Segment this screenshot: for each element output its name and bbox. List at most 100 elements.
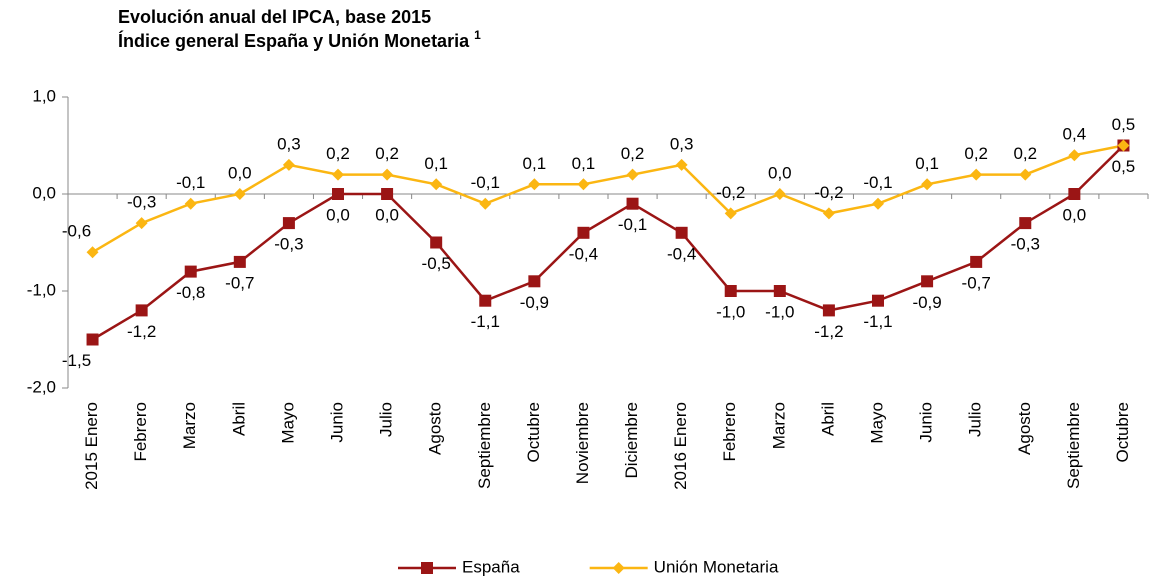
y-tick-label: -1,0 <box>27 280 56 299</box>
data-label: 0,2 <box>375 144 399 163</box>
marker <box>479 294 492 307</box>
marker <box>135 304 148 317</box>
x-tick-label: Agosto <box>1015 402 1034 455</box>
x-tick-label: Septiembre <box>475 402 494 489</box>
marker <box>430 236 443 249</box>
x-tick-label: Junio <box>917 402 936 443</box>
data-label: -0,8 <box>176 283 205 302</box>
x-tick-label: 2016 Enero <box>671 402 690 490</box>
x-tick-label: Mayo <box>278 402 297 444</box>
x-tick-label: Junio <box>327 402 346 443</box>
x-tick-label: 2015 Enero <box>82 402 101 490</box>
x-tick-label: Agosto <box>426 402 445 455</box>
marker <box>970 255 983 268</box>
data-label: -1,0 <box>716 302 745 321</box>
y-tick-label: 0,0 <box>32 183 56 202</box>
marker <box>872 294 884 307</box>
data-label: -0,1 <box>863 173 892 192</box>
data-label: -0,3 <box>1011 235 1040 254</box>
marker <box>233 255 246 268</box>
data-label: 0,1 <box>523 154 547 173</box>
x-tick-label: Abril <box>818 402 837 436</box>
marker <box>577 226 590 239</box>
marker <box>872 197 884 210</box>
data-label: 0,1 <box>915 154 939 173</box>
x-tick-label: Febrero <box>131 402 150 462</box>
marker <box>86 333 99 346</box>
data-label: -0,6 <box>62 222 91 241</box>
marker <box>970 168 983 181</box>
data-label: 0,0 <box>1063 205 1087 224</box>
data-label: -0,1 <box>176 173 205 192</box>
data-label: 0,2 <box>964 144 988 163</box>
data-label: 0,1 <box>424 154 448 173</box>
legend-label: España <box>462 557 520 576</box>
data-label: -0,1 <box>471 173 500 192</box>
legend-label: Unión Monetaria <box>654 557 779 576</box>
data-label: -0,3 <box>127 193 156 212</box>
marker <box>430 178 443 191</box>
y-tick-label: -2,0 <box>27 377 56 396</box>
marker <box>421 562 433 574</box>
series-line <box>91 144 1124 254</box>
marker <box>612 562 625 574</box>
x-tick-label: Mayo <box>867 402 886 444</box>
marker <box>1068 149 1081 162</box>
marker <box>773 285 786 297</box>
marker <box>1019 168 1032 181</box>
marker <box>86 246 99 259</box>
marker <box>479 197 492 210</box>
marker <box>921 178 934 191</box>
data-label: 0,2 <box>1013 144 1037 163</box>
marker <box>675 158 688 171</box>
marker <box>528 178 541 191</box>
marker <box>1068 188 1081 200</box>
data-label: 0,0 <box>768 163 792 182</box>
marker <box>675 226 688 239</box>
data-label: 0,5 <box>1112 157 1136 176</box>
marker <box>773 188 786 200</box>
data-label: 0,5 <box>1112 115 1136 134</box>
data-label: -0,3 <box>274 235 303 254</box>
data-label: -0,1 <box>618 215 647 234</box>
marker <box>1019 217 1032 230</box>
chart-title: Evolución anual del IPCA, base 2015 <box>118 7 431 27</box>
x-tick-label: Abril <box>229 402 248 436</box>
x-tick-label: Marzo <box>180 402 199 449</box>
x-tick-label: Julio <box>377 402 396 437</box>
data-label: -0,9 <box>520 293 549 312</box>
data-label: -0,2 <box>716 183 745 202</box>
data-label: -1,2 <box>127 322 156 341</box>
footnote-ref: 1 <box>474 28 481 42</box>
marker <box>577 178 590 191</box>
data-label: -1,5 <box>62 351 91 370</box>
data-label: -1,0 <box>765 302 794 321</box>
marker <box>724 285 737 297</box>
y-tick-label: 1,0 <box>32 86 56 105</box>
data-label: 0,3 <box>670 134 694 153</box>
data-label: 0,4 <box>1063 125 1087 144</box>
x-tick-label: Octubre <box>1113 402 1132 462</box>
marker <box>135 217 148 230</box>
x-tick-label: Diciembre <box>622 402 641 479</box>
marker <box>921 275 934 288</box>
marker <box>1117 139 1130 152</box>
marker <box>822 304 835 317</box>
data-label: 0,1 <box>572 154 596 173</box>
x-tick-label: Septiembre <box>1064 402 1083 489</box>
x-tick-label: Noviembre <box>573 402 592 484</box>
data-label: 0,2 <box>326 144 350 163</box>
marker <box>381 168 394 181</box>
marker <box>282 217 295 230</box>
data-label: 0,3 <box>277 134 301 153</box>
marker <box>184 265 197 278</box>
marker <box>282 158 295 171</box>
marker <box>332 188 344 200</box>
data-label: -0,2 <box>814 183 843 202</box>
data-label: 0,0 <box>326 205 350 224</box>
marker <box>332 168 344 181</box>
data-label: -0,7 <box>962 273 991 292</box>
data-label: 0,0 <box>375 205 399 224</box>
chart-subtitle: Índice general España y Unión Monetaria <box>118 30 470 51</box>
